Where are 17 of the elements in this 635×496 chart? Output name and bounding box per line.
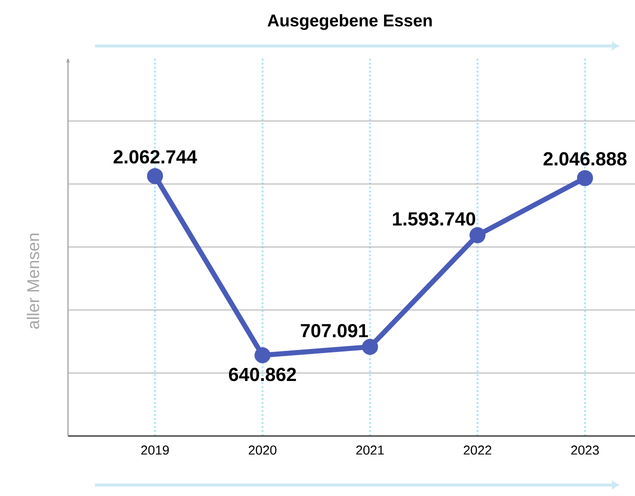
y-axis-title: aller Mensen [26,234,40,329]
x-tick-label: 2021 [356,446,384,455]
point [362,338,378,355]
x-tick-label: 2022 [464,446,492,455]
point [147,168,164,184]
x-tick-label: 2020 [248,446,276,455]
point [254,347,271,364]
x-tick-label: 2023 [571,446,599,455]
data-label: 640.862 [228,368,296,382]
data-label: 707.091 [300,324,368,338]
x-tick-label: 2019 [141,446,169,455]
chart-title: Ausgegebene Essen [268,14,432,30]
point [470,227,486,244]
data-label: 2.046.888 [544,152,627,166]
data-label: 2.062.744 [114,150,197,164]
data-label: 1.593.740 [392,212,476,226]
point [577,170,594,186]
